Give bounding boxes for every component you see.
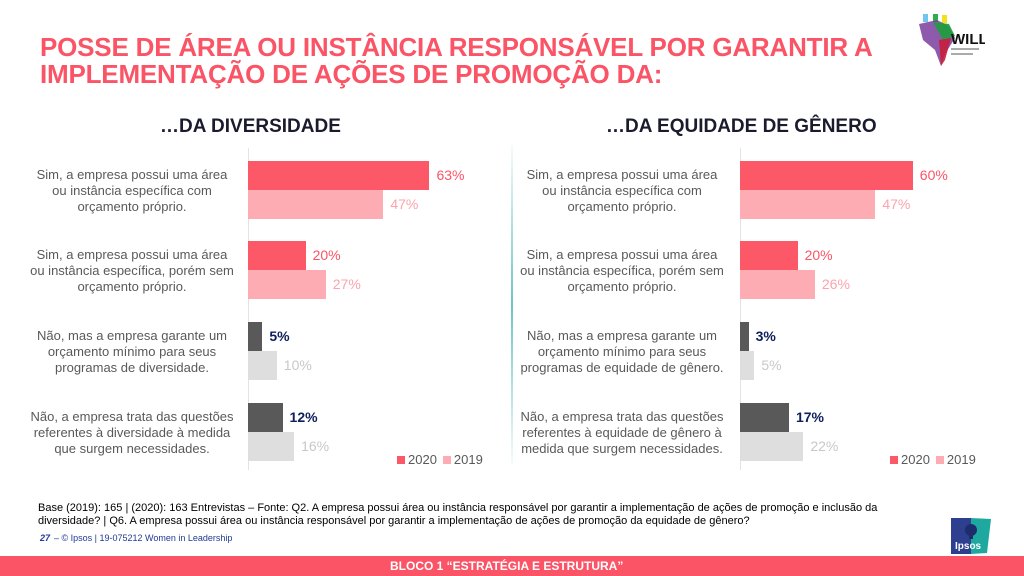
legend-swatch — [890, 455, 898, 464]
bar-2019 — [248, 432, 295, 461]
category-label: Não, mas a empresa garante um orçamento m… — [22, 328, 242, 376]
data-label-2020: 17% — [795, 409, 824, 425]
legend-swatch — [935, 455, 944, 464]
chart-title-gender-equity: …DA EQUIDADE DE GÊNERO — [606, 116, 877, 137]
page-credit: – © Ipsos | 19-075212 Women in Leadershi… — [54, 533, 233, 543]
category-label-line: programas de diversidade. — [55, 360, 209, 375]
panel-divider — [511, 145, 513, 465]
bar-2019 — [740, 270, 815, 299]
category-label-line: orçamento mínimo para seus — [537, 344, 707, 359]
category-label-line: programas de equidade de gênero. — [520, 360, 724, 375]
category-label: Não, a empresa trata das questões referen… — [22, 409, 242, 457]
category-label-line: orçamento mínimo para seus — [47, 344, 217, 359]
category-label: Não, mas a empresa garante um orçamento m… — [512, 328, 732, 376]
bar-2019 — [740, 190, 876, 219]
legend-item-2020: 2020 — [890, 452, 930, 467]
category-label-line: Sim, a empresa possui uma área — [36, 167, 228, 182]
category-label-line: orçamento próprio. — [77, 199, 187, 214]
legend-item-2020: 2020 — [397, 452, 437, 467]
category-label: Sim, a empresa possui uma área ou instânc… — [22, 247, 242, 295]
data-label-2020: 5% — [269, 328, 290, 344]
category-label-line: ou instância específica com — [52, 183, 212, 198]
bar-2020 — [740, 403, 789, 432]
data-label-2020: 12% — [289, 409, 318, 425]
svg-text:Ipsos: Ipsos — [955, 541, 982, 552]
legend-item-2019: 2019 — [442, 452, 483, 467]
category-label-line: orçamento próprio. — [77, 279, 187, 294]
legend-label: 2019 — [453, 452, 483, 467]
title-line-1: POSSE DE ÁREA OU INSTÂNCIA RESPONSÁVEL P… — [40, 32, 873, 62]
category-label-line: Não, a empresa trata das questões — [520, 409, 724, 424]
section-banner: BLOCO 1 “ESTRATÉGIA E ESTRUTURA” — [0, 556, 1024, 576]
category-label: Não, a empresa trata das questões referen… — [512, 409, 732, 457]
bar-2020 — [248, 403, 283, 432]
category-label-line: ou instância específica, porém sem — [30, 263, 234, 278]
data-label-2019: 10% — [283, 357, 312, 373]
bar-2019 — [248, 190, 384, 219]
data-label-2019: 27% — [332, 276, 361, 292]
data-label-2020: 63% — [436, 167, 465, 183]
page-number: 27 — [40, 533, 51, 543]
title-line-2: IMPLEMENTAÇÃO DE AÇÕES DE PROMOÇÃO DA: — [40, 59, 663, 89]
slide-title: POSSE DE ÁREA OU INSTÂNCIA RESPONSÁVEL P… — [40, 34, 873, 88]
bar-2020 — [248, 161, 430, 190]
bar-2019 — [248, 351, 277, 380]
svg-text:WILL: WILL — [951, 31, 985, 48]
will-logo: WILL — [919, 14, 985, 66]
data-label-2020: 3% — [755, 328, 776, 344]
category-label-line: referentes à diversidade à medida — [33, 425, 231, 440]
category-label-line: que surgem necessidades. — [54, 441, 210, 456]
bar-2020 — [248, 322, 263, 351]
category-label-line: Não, mas a empresa garante um — [36, 328, 228, 343]
bar-2020 — [740, 322, 749, 351]
legend-label: 2020 — [408, 452, 437, 467]
data-label-2019: 47% — [390, 196, 419, 212]
category-label-line: ou instância específica, porém sem — [520, 263, 724, 278]
legend-label: 2020 — [901, 452, 930, 467]
category-label-line: orçamento próprio. — [567, 279, 677, 294]
category-axis — [740, 148, 741, 470]
bar-2020 — [740, 241, 798, 270]
legend-label: 2019 — [946, 452, 976, 467]
category-label-line: ou instância específica com — [542, 183, 702, 198]
legend: 2020 2019 — [890, 452, 976, 467]
category-label: Sim, a empresa possui uma área ou instânc… — [512, 247, 732, 295]
bar-2020 — [248, 241, 306, 270]
data-label-2020: 20% — [804, 247, 833, 263]
legend-swatch — [442, 455, 451, 464]
category-label-line: Sim, a empresa possui uma área — [526, 167, 718, 182]
data-label-2019: 5% — [761, 357, 782, 373]
legend-swatch — [397, 455, 405, 464]
bar-2019 — [248, 270, 326, 299]
category-axis — [248, 148, 249, 470]
data-label-2019: 47% — [882, 196, 911, 212]
data-label-2020: 60% — [919, 167, 948, 183]
category-label-line: Sim, a empresa possui uma área — [36, 247, 228, 262]
footnote: Base (2019): 165 | (2020): 163 Entrevist… — [38, 502, 918, 528]
data-label-2019: 22% — [810, 438, 839, 454]
bar-2020 — [740, 161, 913, 190]
footnote-line-1: Base (2019): 165 | (2020): 163 Entrevist… — [38, 502, 878, 514]
chart-title-diversity: …DA DIVERSIDADE — [160, 116, 341, 137]
bar-2019 — [740, 432, 804, 461]
category-label-line: medida que surgem necessidades. — [521, 441, 723, 456]
category-label-line: orçamento próprio. — [567, 199, 677, 214]
legend-item-2019: 2019 — [935, 452, 976, 467]
ipsos-logo: Ipsos — [951, 518, 991, 554]
category-label: Sim, a empresa possui uma área ou instânc… — [512, 167, 732, 215]
category-label-line: referentes à equidade de gênero à — [522, 425, 722, 440]
section-banner-text: BLOCO 1 “ESTRATÉGIA E ESTRUTURA” — [390, 559, 624, 573]
bar-2019 — [740, 351, 755, 380]
category-label: Sim, a empresa possui uma área ou instânc… — [22, 167, 242, 215]
category-label-line: Sim, a empresa possui uma área — [526, 247, 718, 262]
category-label-line: Não, mas a empresa garante um — [526, 328, 718, 343]
category-label-line: Não, a empresa trata das questões — [30, 409, 234, 424]
page-info: 27– © Ipsos | 19-075212 Women in Leaders… — [40, 533, 232, 543]
data-label-2020: 20% — [312, 247, 341, 263]
legend: 2020 2019 — [397, 452, 483, 467]
data-label-2019: 26% — [821, 276, 850, 292]
footnote-line-2: diversidade? | Q6. A empresa possui área… — [38, 515, 750, 527]
data-label-2019: 16% — [301, 438, 330, 454]
